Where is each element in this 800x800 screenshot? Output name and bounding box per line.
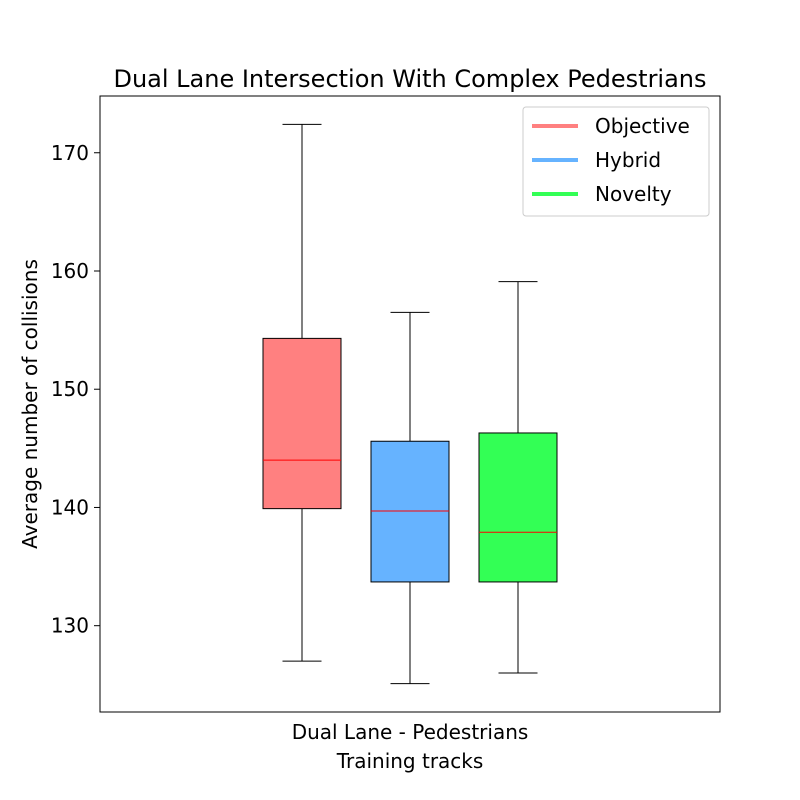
y-axis-label: Average number of collisions: [18, 259, 42, 549]
box-novelty: [478, 281, 558, 674]
box-hybrid: [370, 311, 450, 685]
y-tick-label: 140: [51, 495, 89, 519]
plot-frame: [99, 95, 721, 713]
legend-label-hybrid: Hybrid: [595, 148, 661, 172]
y-tick-label: 130: [51, 614, 89, 638]
iqr-box: [370, 440, 450, 583]
box-objective: [262, 123, 342, 662]
y-tick-label: 170: [51, 141, 89, 165]
y-axis: 130 140 150 160 170: [51, 141, 100, 638]
y-tick-label: 160: [51, 259, 89, 283]
legend-frame: [522, 106, 710, 217]
y-tick-label: 150: [51, 377, 89, 401]
x-category-label: Dual Lane - Pedestrians: [292, 720, 529, 744]
legend: Objective Hybrid Novelty: [522, 106, 710, 217]
x-axis-label: Training tracks: [336, 749, 484, 773]
iqr-box: [262, 337, 342, 510]
legend-label-novelty: Novelty: [595, 182, 672, 206]
legend-label-objective: Objective: [595, 114, 690, 138]
chart-title: Dual Lane Intersection With Complex Pede…: [113, 65, 706, 93]
iqr-box: [478, 432, 558, 583]
boxes-layer: [262, 123, 558, 685]
